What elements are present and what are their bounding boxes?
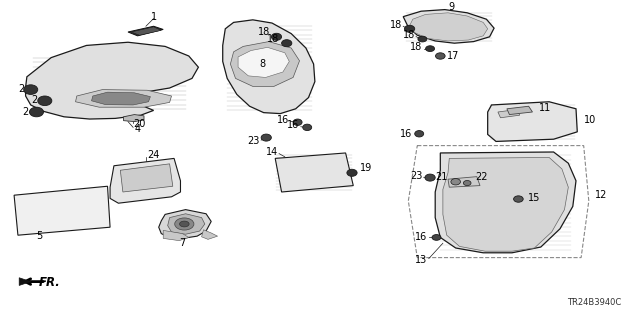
Text: 2: 2 bbox=[18, 84, 24, 94]
Ellipse shape bbox=[418, 36, 427, 42]
Polygon shape bbox=[488, 102, 577, 141]
Polygon shape bbox=[230, 42, 300, 86]
Polygon shape bbox=[120, 164, 173, 192]
Text: 12: 12 bbox=[595, 189, 607, 200]
Text: 17: 17 bbox=[447, 51, 459, 61]
Text: 18: 18 bbox=[410, 42, 422, 52]
Text: 19: 19 bbox=[360, 163, 372, 173]
Text: 14: 14 bbox=[266, 147, 278, 157]
Text: 13: 13 bbox=[415, 255, 428, 265]
Ellipse shape bbox=[24, 85, 38, 94]
Ellipse shape bbox=[293, 119, 302, 125]
Ellipse shape bbox=[404, 25, 415, 32]
Polygon shape bbox=[76, 90, 172, 107]
Ellipse shape bbox=[425, 174, 435, 181]
Polygon shape bbox=[507, 106, 532, 115]
Polygon shape bbox=[223, 20, 315, 114]
Polygon shape bbox=[124, 115, 144, 122]
Polygon shape bbox=[448, 177, 480, 187]
Polygon shape bbox=[410, 13, 488, 41]
Ellipse shape bbox=[175, 218, 194, 230]
Polygon shape bbox=[163, 230, 189, 241]
Ellipse shape bbox=[451, 179, 461, 185]
Ellipse shape bbox=[435, 53, 445, 59]
Ellipse shape bbox=[463, 180, 471, 186]
Text: TR24B3940C: TR24B3940C bbox=[566, 298, 621, 307]
Text: 2: 2 bbox=[22, 107, 28, 117]
Polygon shape bbox=[19, 278, 31, 285]
Polygon shape bbox=[26, 42, 198, 119]
Ellipse shape bbox=[282, 40, 292, 47]
Text: 18: 18 bbox=[390, 20, 402, 30]
Polygon shape bbox=[202, 230, 218, 239]
Text: 16: 16 bbox=[415, 232, 428, 242]
Polygon shape bbox=[168, 214, 205, 234]
Ellipse shape bbox=[29, 107, 44, 117]
Polygon shape bbox=[498, 109, 520, 118]
Text: 22: 22 bbox=[475, 172, 488, 182]
Text: 16: 16 bbox=[400, 129, 412, 139]
Polygon shape bbox=[403, 10, 494, 43]
Ellipse shape bbox=[514, 196, 524, 202]
Ellipse shape bbox=[432, 235, 441, 240]
Polygon shape bbox=[443, 157, 568, 251]
Text: 4: 4 bbox=[134, 124, 141, 134]
Polygon shape bbox=[435, 152, 576, 253]
Polygon shape bbox=[275, 153, 353, 192]
Polygon shape bbox=[110, 158, 180, 203]
Text: 9: 9 bbox=[448, 2, 454, 12]
Polygon shape bbox=[238, 47, 289, 77]
Ellipse shape bbox=[271, 33, 282, 40]
Text: 16: 16 bbox=[287, 120, 300, 131]
Text: 23: 23 bbox=[247, 136, 259, 147]
Polygon shape bbox=[14, 186, 110, 235]
Text: 1: 1 bbox=[150, 12, 157, 22]
Text: 18: 18 bbox=[268, 34, 280, 44]
Text: 18: 18 bbox=[258, 27, 270, 37]
Text: 8: 8 bbox=[259, 59, 266, 69]
Polygon shape bbox=[92, 92, 150, 105]
Text: 21: 21 bbox=[436, 172, 448, 182]
Ellipse shape bbox=[261, 134, 271, 141]
Polygon shape bbox=[128, 26, 163, 36]
Text: 20: 20 bbox=[133, 119, 146, 129]
Text: 11: 11 bbox=[539, 103, 551, 113]
Ellipse shape bbox=[426, 46, 435, 52]
Ellipse shape bbox=[303, 124, 312, 131]
Polygon shape bbox=[159, 210, 211, 238]
Text: 23: 23 bbox=[410, 171, 422, 181]
Text: 15: 15 bbox=[528, 193, 540, 204]
Ellipse shape bbox=[38, 96, 52, 106]
Ellipse shape bbox=[179, 221, 189, 227]
Text: 16: 16 bbox=[277, 115, 289, 125]
Polygon shape bbox=[131, 27, 161, 35]
Ellipse shape bbox=[415, 131, 424, 137]
Text: FR.: FR. bbox=[38, 276, 60, 289]
Text: 10: 10 bbox=[584, 115, 596, 125]
Text: 2: 2 bbox=[31, 95, 37, 105]
Text: 7: 7 bbox=[179, 238, 186, 248]
Text: 18: 18 bbox=[403, 30, 415, 40]
Ellipse shape bbox=[347, 169, 357, 176]
Text: 5: 5 bbox=[36, 231, 43, 241]
Text: 24: 24 bbox=[147, 150, 160, 160]
